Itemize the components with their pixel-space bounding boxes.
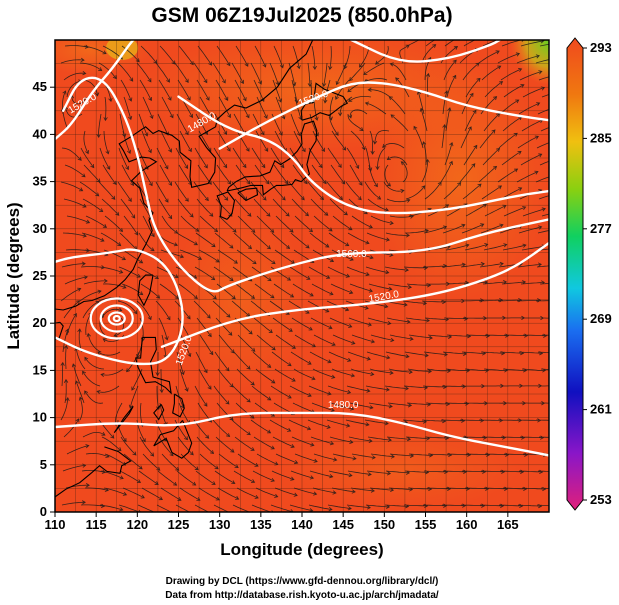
typhoon-contour: [107, 311, 126, 326]
height-contour: [55, 40, 135, 141]
y-tick-label: 0: [40, 504, 47, 519]
coastline: [55, 446, 132, 498]
height-contours: [55, 40, 549, 457]
y-tick-label: 45: [33, 79, 47, 94]
height-contour: [218, 81, 549, 150]
contour-label: 1560.0: [336, 249, 367, 260]
y-tick-label: 15: [33, 362, 47, 377]
x-tick-label: 125: [168, 517, 190, 532]
y-axis-label: Latitude (degrees): [4, 202, 23, 349]
colorbar-label: 277: [590, 221, 612, 236]
coastline: [153, 420, 193, 459]
x-tick-label: 135: [250, 517, 272, 532]
height-contour: [350, 40, 501, 63]
field-patch: [170, 210, 310, 390]
x-tick-label: 130: [209, 517, 231, 532]
x-tick-label: 155: [415, 517, 437, 532]
contour-label: 1520.0: [368, 289, 400, 305]
gridlines: [55, 40, 549, 512]
x-tick-label: 165: [497, 517, 519, 532]
height-contour: [62, 76, 549, 293]
coastline: [153, 404, 165, 421]
x-axis: 110 115 120 125 130 135 140 145 150 155 160 165: [45, 512, 519, 532]
x-axis-label: Longitude (degrees): [220, 540, 383, 559]
x-tick-label: 145: [332, 517, 354, 532]
coastline: [237, 187, 259, 202]
coastline: [113, 405, 134, 434]
colorbar-label: 293: [590, 40, 612, 55]
height-contour: [177, 95, 549, 215]
x-tick-label: 110: [45, 517, 66, 532]
colorbar-label: 285: [590, 130, 612, 145]
typhoon-contour: [99, 304, 134, 333]
x-tick-label: 150: [373, 517, 395, 532]
colorbar-body: [566, 37, 584, 511]
coastline: [216, 191, 236, 220]
typhoon-contour: [89, 297, 144, 340]
coastline: [226, 120, 318, 196]
chart-title: GSM 06Z19Jul2025 (850.0hPa): [151, 4, 452, 27]
field-patch: [280, 430, 520, 510]
coastline: [55, 321, 64, 340]
height-contour: [160, 241, 549, 348]
height-contour: [55, 248, 184, 366]
coastline: [134, 336, 172, 395]
footer-credit-dcl: Drawing by DCL (https://www.gfd-dennou.o…: [166, 576, 439, 587]
colorbar-label: 253: [590, 492, 612, 507]
y-tick-label: 30: [33, 221, 47, 236]
plot-area: 1520.01480.01520.01560.01520.01480.01520…: [54, 39, 550, 513]
coastline: [172, 393, 185, 418]
x-tick-label: 160: [456, 517, 478, 532]
colorbar-label: 269: [590, 311, 612, 326]
y-tick-label: 25: [33, 268, 47, 283]
colorbar: 293 285 277 269 261 253: [566, 37, 612, 511]
y-tick-label: 10: [33, 410, 47, 425]
x-tick-label: 140: [291, 517, 313, 532]
colorbar-label: 261: [590, 402, 612, 417]
y-axis: 0 5 10 15 20 25 30 35 40 45: [33, 79, 55, 519]
x-tick-label: 115: [86, 517, 107, 532]
colorbar-ticks: 293 285 277 269 261 253: [583, 40, 612, 507]
footer-credit-data: Data from http://database.rish.kyoto-u.a…: [165, 590, 439, 601]
x-tick-label: 120: [126, 517, 148, 532]
typhoon-contour: [112, 314, 121, 323]
height-contour: [55, 411, 549, 457]
y-tick-label: 5: [40, 457, 47, 472]
field-patch: [370, 60, 549, 300]
contour-label: 1480.0: [328, 400, 359, 411]
y-tick-label: 35: [33, 174, 47, 189]
y-tick-label: 40: [33, 126, 47, 141]
y-tick-label: 20: [33, 315, 47, 330]
coastline: [137, 274, 154, 307]
